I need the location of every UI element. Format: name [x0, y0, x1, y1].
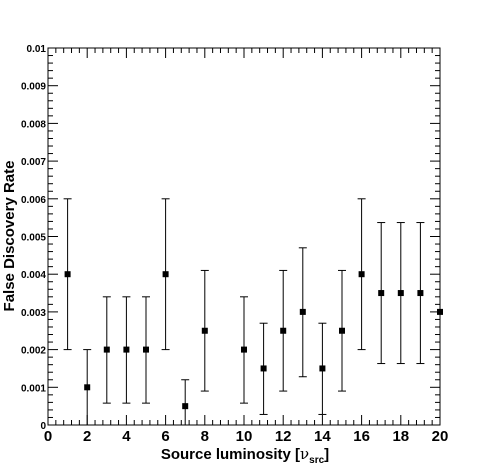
- y-tick-label: 0.008: [21, 119, 46, 130]
- x-tick-label: 2: [83, 428, 91, 445]
- y-tick-label: 0.006: [21, 195, 46, 206]
- data-point: [260, 365, 267, 372]
- data-point-group: [338, 269, 346, 392]
- x-tick-label: 18: [392, 428, 409, 445]
- data-point-group: [63, 198, 72, 351]
- y-tick-label: 0.01: [27, 44, 47, 55]
- data-layer: [63, 198, 443, 425]
- data-point: [437, 308, 443, 315]
- x-tick-label: 14: [314, 428, 331, 445]
- y-tick-label: 0.004: [21, 270, 46, 281]
- data-point: [123, 346, 130, 353]
- data-point: [201, 327, 208, 334]
- data-point: [319, 365, 326, 372]
- x-tick-label: 20: [432, 428, 449, 445]
- x-axis-title-subscript: src: [309, 455, 324, 466]
- data-point-group: [122, 296, 131, 404]
- y-tick-label: 0.003: [21, 308, 46, 319]
- x-tick-label: 8: [201, 428, 209, 445]
- y-tick-label: 0.002: [21, 346, 46, 357]
- data-point: [241, 346, 247, 353]
- data-point-group: [142, 296, 150, 404]
- data-point-group: [102, 296, 111, 404]
- data-point-group: [396, 222, 405, 365]
- data-point-group: [298, 247, 307, 378]
- data-point: [182, 403, 189, 410]
- data-point: [84, 384, 91, 391]
- y-axis-title: False Discovery Rate: [1, 161, 18, 312]
- data-point-group: [318, 322, 327, 415]
- y-tick-label: 0.001: [21, 383, 46, 394]
- data-point: [417, 290, 424, 297]
- data-point-group: [240, 296, 248, 404]
- data-point-group: [357, 198, 366, 351]
- data-point: [64, 271, 71, 278]
- x-tick-label: 10: [236, 428, 253, 445]
- data-point-group: [161, 198, 170, 351]
- x-tick-label: 0: [44, 428, 52, 445]
- data-point: [299, 308, 306, 315]
- data-point-group: [259, 322, 268, 415]
- data-point-group: [377, 222, 386, 365]
- x-axis-title-text: Source luminosity [: [161, 446, 300, 463]
- data-point: [378, 290, 385, 297]
- x-axis-title-close: ]: [324, 446, 329, 463]
- y-tick-label: 0.005: [21, 233, 46, 244]
- y-tick-label: 0.009: [21, 82, 46, 93]
- data-point-group: [200, 269, 209, 392]
- data-point: [280, 327, 287, 334]
- x-tick-label: 16: [353, 428, 370, 445]
- data-point-group: [181, 379, 190, 425]
- x-tick-label: 12: [275, 428, 292, 445]
- y-tick-label: 0: [40, 421, 46, 432]
- data-point: [339, 327, 345, 334]
- ticks: 0 2 4 6 8 10 12 14 16 18 20 0 0.001 0.002 0.003 0.004 0.…: [21, 44, 448, 445]
- y-tick-label: 0.007: [21, 157, 46, 168]
- data-point-group: [83, 349, 92, 425]
- data-point-group: [437, 308, 443, 315]
- data-point: [143, 346, 149, 353]
- data-point: [397, 290, 404, 297]
- data-point: [358, 271, 365, 278]
- data-point-group: [279, 269, 288, 392]
- x-axis-title: Source luminosity [νsrc]: [161, 445, 329, 466]
- data-point: [103, 346, 110, 353]
- data-point: [162, 271, 169, 278]
- x-axis-title-symbol: ν: [300, 445, 309, 463]
- x-tick-label: 4: [122, 428, 131, 445]
- x-tick-label: 6: [161, 428, 169, 445]
- data-point-group: [416, 222, 425, 365]
